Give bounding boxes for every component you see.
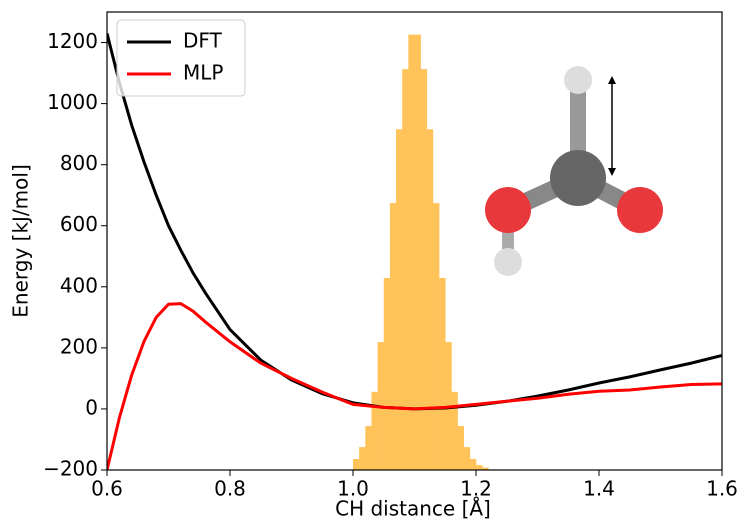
histogram-bar	[451, 392, 457, 470]
x-tick-label: 1.2	[460, 477, 492, 501]
histogram-bar	[390, 203, 396, 470]
x-tick-label: 1.4	[583, 477, 615, 501]
histogram-bar	[371, 392, 377, 470]
y-tick-label: 1000	[47, 90, 98, 114]
histogram-bar	[384, 278, 390, 470]
y-tick-label: 0	[85, 395, 98, 419]
histogram-bar	[396, 129, 402, 470]
y-tick-label: 200	[60, 334, 98, 358]
histogram-bar	[408, 35, 414, 470]
histogram-bar	[433, 203, 439, 470]
legend-label: DFT	[183, 29, 223, 53]
y-tick-label: 400	[60, 273, 98, 297]
histogram-bar	[439, 278, 445, 470]
y-tick-label: −200	[43, 457, 98, 481]
y-axis-label: Energy [kJ/mol]	[9, 164, 33, 317]
histogram-bar	[458, 426, 464, 470]
histogram-bar	[415, 35, 421, 470]
y-tick-label: 600	[60, 212, 98, 236]
histogram-bar	[470, 459, 476, 470]
histogram-bar	[353, 459, 359, 470]
chart: CH distance [Å] Energy [kJ/mol] 0.60.81.…	[0, 0, 741, 524]
legend-label: MLP	[183, 61, 223, 85]
histogram-bar	[476, 465, 482, 470]
histogram-bar	[365, 426, 371, 470]
y-tick-label: 1200	[47, 29, 98, 53]
histogram-bar	[359, 447, 365, 470]
x-tick-label: 1.6	[706, 477, 738, 501]
x-tick-label: 0.8	[214, 477, 246, 501]
histogram-bar	[464, 447, 470, 470]
molecule-illustration	[485, 66, 663, 276]
legend-box	[117, 20, 245, 96]
y-tick-label: 800	[60, 151, 98, 175]
histogram-bar	[427, 129, 433, 470]
x-tick-label: 1.0	[337, 477, 369, 501]
